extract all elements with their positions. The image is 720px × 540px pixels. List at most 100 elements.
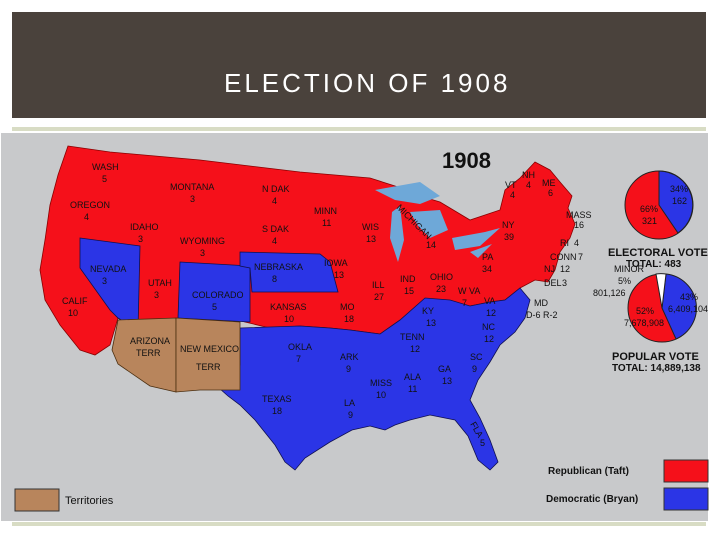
- label-colorado: COLORADO: [192, 290, 244, 300]
- popular-minor-pct: 5%: [618, 276, 631, 286]
- popular-minor-slice: [655, 273, 667, 309]
- votes-montana: 3: [190, 194, 195, 204]
- label-wva: W VA: [458, 286, 480, 296]
- votes-ny: 39: [504, 232, 514, 242]
- popular-rep-pct: 52%: [636, 306, 654, 316]
- label-texas: TEXAS: [262, 394, 292, 404]
- label-vt: VT: [505, 180, 517, 190]
- label-minn: MINN: [314, 206, 337, 216]
- popular-total: TOTAL: 14,889,138: [612, 363, 701, 374]
- legend-republican-swatch: [663, 459, 709, 483]
- votes-mo: 18: [344, 314, 354, 324]
- label-ala: ALA: [404, 372, 421, 382]
- votes-nh: 4: [526, 180, 531, 190]
- label-mass: MASS: [566, 210, 592, 220]
- label-sc: SC: [470, 352, 483, 362]
- label-utah: UTAH: [148, 278, 172, 288]
- label-ind: IND: [400, 274, 416, 284]
- label-miss: MISS: [370, 378, 392, 388]
- divider-top: [12, 127, 706, 131]
- great-lakes: [375, 182, 500, 262]
- electoral-vote-pie: 34% 162 66% 321: [624, 170, 694, 240]
- legend-democratic-label: Democratic (Bryan): [546, 494, 638, 505]
- label-calif: CALIF: [62, 296, 88, 306]
- slide-title: ELECTION OF 1908: [224, 68, 511, 98]
- label-montana: MONTANA: [170, 182, 214, 192]
- label-kansas: KANSAS: [270, 302, 307, 312]
- state-nebraska: [239, 251, 339, 293]
- label-pa: PA: [482, 252, 493, 262]
- votes-del: 3: [562, 278, 567, 288]
- label-nj: NJ: [544, 264, 555, 274]
- label-wis: WIS: [362, 222, 379, 232]
- votes-fla: 5: [480, 438, 485, 448]
- votes-nc: 12: [484, 334, 494, 344]
- votes-utah: 3: [154, 290, 159, 300]
- label-ga: GA: [438, 364, 451, 374]
- votes-nj: 12: [560, 264, 570, 274]
- popular-minor-votes: 801,126: [593, 288, 626, 298]
- label-sdak: S DAK: [262, 224, 289, 234]
- label-ny: NY: [502, 220, 515, 230]
- label-conn: CONN: [550, 252, 577, 262]
- votes-ohio: 23: [436, 284, 446, 294]
- label-arizona: ARIZONA: [130, 336, 170, 346]
- label-tenn: TENN: [400, 332, 425, 342]
- votes-ri: 4: [574, 238, 579, 248]
- votes-ark: 9: [346, 364, 351, 374]
- title-bar: ELECTION OF 1908: [12, 12, 706, 118]
- electoral-total: TOTAL: 483: [626, 259, 682, 270]
- votes-okla: 7: [296, 354, 301, 364]
- label-nc: NC: [482, 322, 495, 332]
- electoral-rep-pct: 66%: [640, 204, 658, 214]
- votes-tenn: 12: [410, 344, 420, 354]
- popular-dem-votes: 6,409,104: [668, 304, 708, 314]
- votes-nebraska: 8: [272, 274, 277, 284]
- votes-ill: 27: [374, 292, 384, 302]
- votes-miss: 10: [376, 390, 386, 400]
- votes-pa: 34: [482, 264, 492, 274]
- votes-mass: 16: [574, 220, 584, 230]
- label-nevada: NEVADA: [90, 264, 126, 274]
- label-me: ME: [542, 178, 556, 188]
- label-ill: ILL: [372, 280, 385, 290]
- votes-idaho: 3: [138, 234, 143, 244]
- label-oregon: OREGON: [70, 200, 110, 210]
- divider-bottom: [12, 522, 706, 526]
- votes-colorado: 5: [212, 302, 217, 312]
- label-wyoming: WYOMING: [180, 236, 225, 246]
- votes-wva: 7: [462, 298, 467, 308]
- label-del: DEL: [544, 278, 562, 288]
- label-md: MD: [534, 298, 548, 308]
- votes-va: 12: [486, 308, 496, 318]
- votes-ky: 13: [426, 318, 436, 328]
- votes-conn: 7: [578, 252, 583, 262]
- label-wash: WASH: [92, 162, 119, 172]
- votes-michigan: 14: [426, 240, 436, 250]
- popular-title: POPULAR VOTE: [612, 351, 699, 363]
- state-colorado: [177, 261, 251, 323]
- democratic-south: [209, 287, 531, 471]
- votes-calif: 10: [68, 308, 78, 318]
- sub-arizona: TERR: [136, 348, 161, 358]
- votes-ndak: 4: [272, 196, 277, 206]
- votes-ala: 11: [408, 384, 417, 394]
- votes-sc: 9: [472, 364, 477, 374]
- popular-dem-pct: 43%: [680, 292, 698, 302]
- state-nevada: [79, 237, 141, 331]
- label-ky: KY: [422, 306, 434, 316]
- md-split: D-6 R-2: [526, 310, 558, 320]
- votes-me: 6: [548, 188, 553, 198]
- territory-new-mexico: [175, 317, 241, 393]
- label-nh: NH: [522, 170, 535, 180]
- label-ndak: N DAK: [262, 184, 290, 194]
- label-nebraska: NEBRASKA: [254, 262, 303, 272]
- votes-wis: 13: [366, 234, 376, 244]
- popular-minor-label: MINOR: [614, 264, 644, 274]
- votes-ind: 15: [404, 286, 414, 296]
- popular-vote-pie: MINOR 5% 801,126 43% 6,409,104 52% 7,678…: [593, 264, 708, 343]
- votes-minn: 11: [322, 218, 331, 228]
- votes-iowa: 13: [334, 270, 344, 280]
- label-mo: MO: [340, 302, 355, 312]
